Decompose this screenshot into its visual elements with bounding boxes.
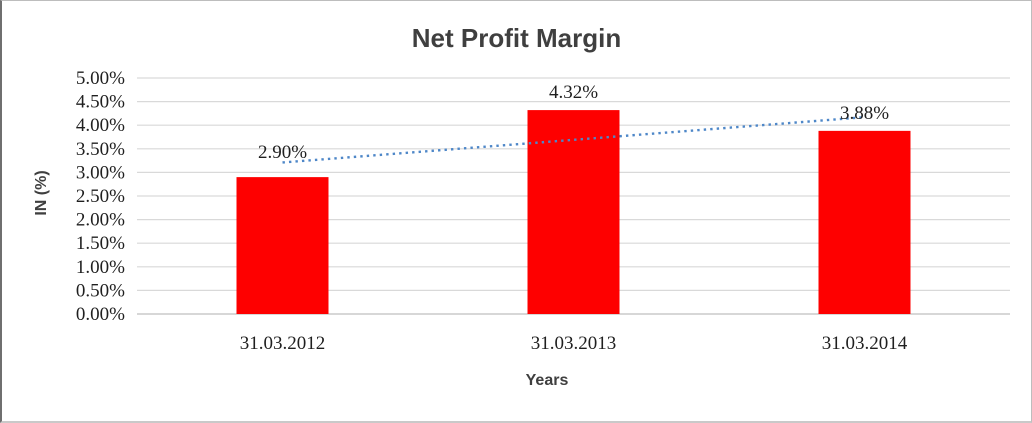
data-label: 4.32% bbox=[549, 82, 598, 103]
y-tick-label: 2.00% bbox=[76, 210, 125, 231]
y-tick-label: 1.50% bbox=[76, 233, 125, 254]
y-tick-label: 2.50% bbox=[76, 186, 125, 207]
y-tick-label: 0.50% bbox=[76, 280, 125, 301]
y-tick-label: 4.00% bbox=[76, 115, 125, 136]
y-tick-label: 3.00% bbox=[76, 162, 125, 183]
data-label: 2.90% bbox=[258, 142, 307, 163]
bar bbox=[236, 177, 329, 314]
chart-title: Net Profit Margin bbox=[411, 23, 622, 53]
y-tick-label: 0.00% bbox=[76, 304, 125, 325]
bar bbox=[818, 130, 911, 314]
x-axis-title: Years bbox=[525, 372, 569, 389]
x-category-label: 31.03.2013 bbox=[531, 333, 617, 354]
y-tick-label: 4.50% bbox=[76, 92, 125, 113]
bar bbox=[527, 110, 620, 314]
x-category-label: 31.03.2014 bbox=[822, 333, 908, 354]
y-tick-label: 1.00% bbox=[76, 257, 125, 278]
x-category-label: 31.03.2012 bbox=[240, 333, 326, 354]
data-label: 3.88% bbox=[840, 103, 889, 124]
y-tick-label: 3.50% bbox=[76, 139, 125, 160]
y-tick-label: 5.00% bbox=[76, 68, 125, 89]
